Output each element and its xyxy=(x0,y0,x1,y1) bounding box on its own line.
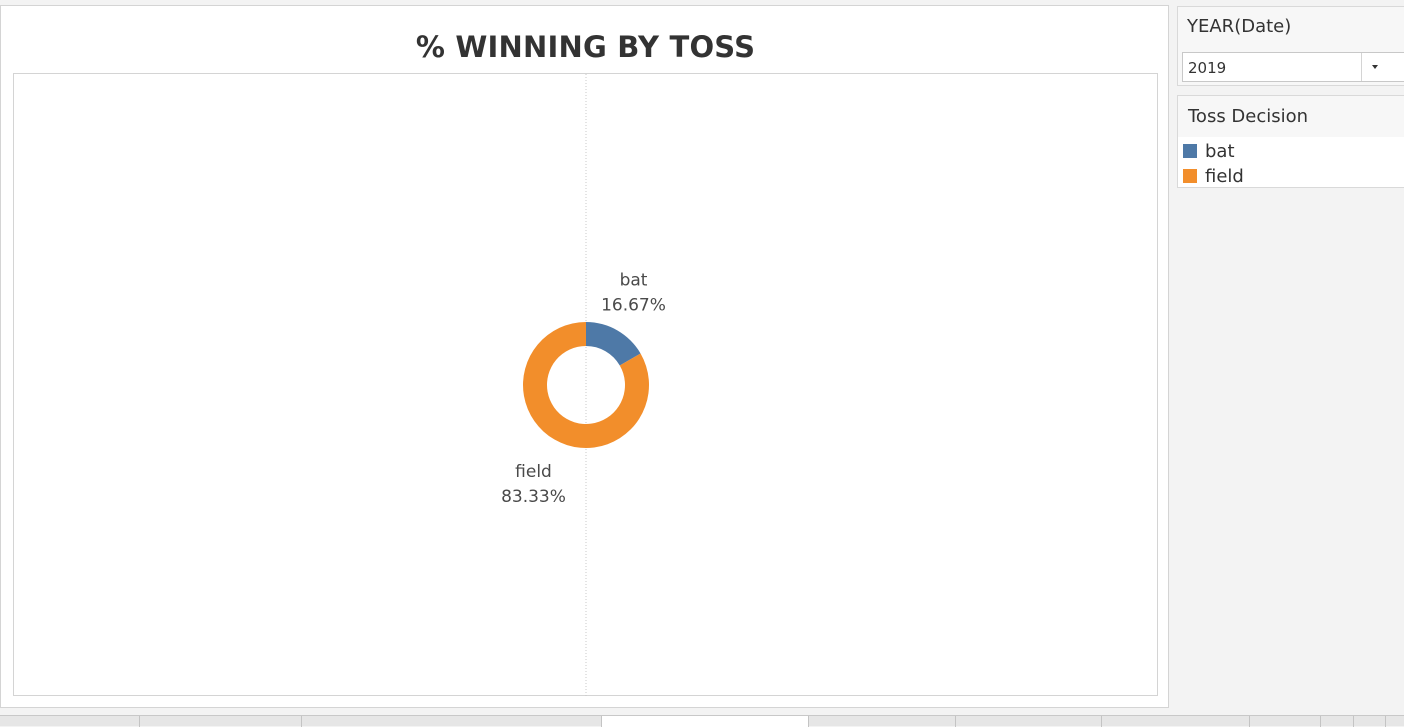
legend-card: Toss Decision bat field xyxy=(1177,95,1404,188)
legend-header: Toss Decision xyxy=(1178,96,1404,137)
tab-separator xyxy=(955,716,956,727)
tab-separator xyxy=(139,716,140,727)
tab-separator xyxy=(1353,716,1354,727)
tab-separator xyxy=(1385,716,1386,727)
data-label-bat-value: 16.67% xyxy=(601,296,666,316)
year-filter-title: YEAR(Date) xyxy=(1187,16,1292,37)
year-dropdown-value: 2019 xyxy=(1188,59,1227,77)
plot-area: bat 16.67% field 83.33% xyxy=(13,73,1158,697)
tab-separator xyxy=(301,716,302,727)
tab-separator xyxy=(1320,716,1321,727)
legend-title: Toss Decision xyxy=(1188,106,1309,127)
data-label-field-name: field xyxy=(515,462,552,482)
chart-panel: % WINNING BY TOSS bat 16.67% field 83.33% xyxy=(0,5,1169,708)
legend-swatch-bat xyxy=(1183,144,1197,158)
slice-field[interactable] xyxy=(523,322,650,448)
data-label-bat-name: bat xyxy=(620,271,648,291)
legend-swatch-field xyxy=(1183,169,1197,183)
year-filter: YEAR(Date) 2019 xyxy=(1177,6,1404,86)
slice-bat[interactable] xyxy=(586,322,641,366)
tab-separator xyxy=(1249,716,1250,727)
tab-separator xyxy=(1101,716,1102,727)
chevron-down-icon[interactable] xyxy=(1361,53,1389,81)
chart-title: % WINNING BY TOSS xyxy=(415,30,756,64)
donut-chart: bat 16.67% field 83.33% xyxy=(501,74,666,697)
data-label-field-value: 83.33% xyxy=(501,487,566,507)
sheet-tab-active[interactable] xyxy=(601,716,809,727)
sheet-tab-bar xyxy=(0,715,1404,727)
year-dropdown[interactable]: 2019 xyxy=(1182,52,1404,82)
legend-label-bat: bat xyxy=(1205,141,1235,162)
legend-label-field: field xyxy=(1205,166,1244,187)
